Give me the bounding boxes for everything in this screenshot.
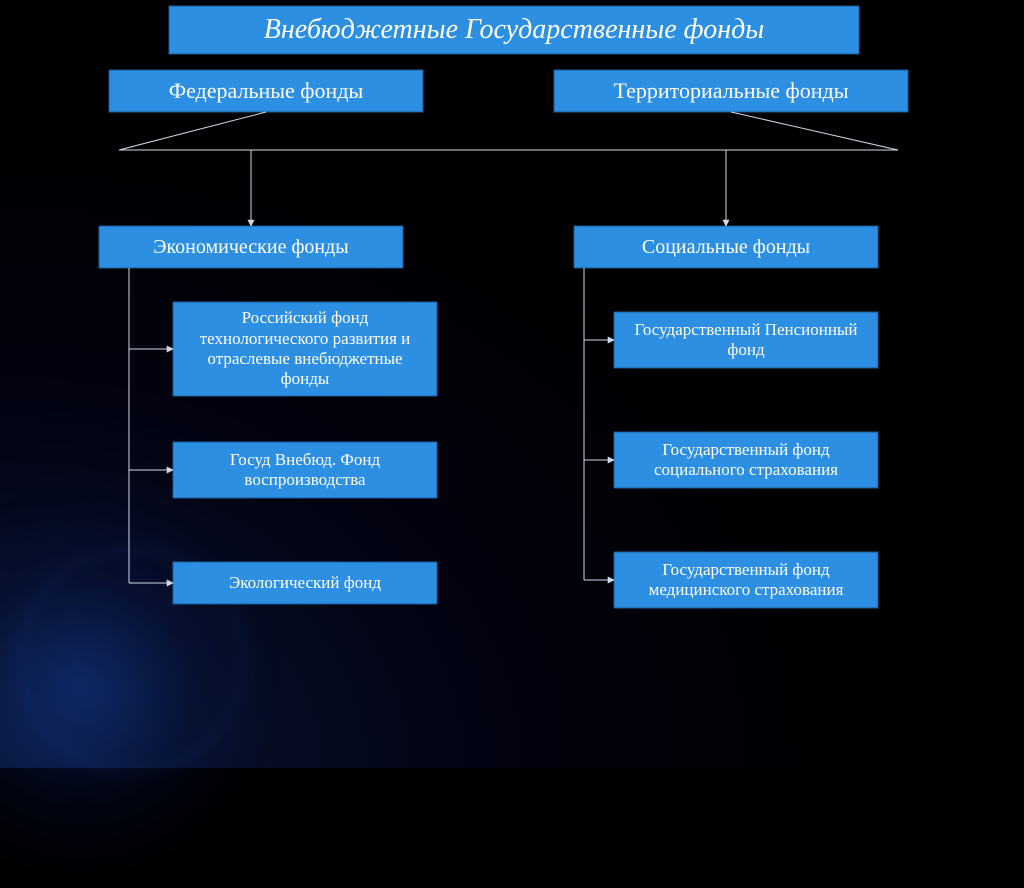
node-fed-label: Федеральные фонды (169, 78, 364, 104)
node-fed: Федеральные фонды (109, 70, 423, 112)
node-repro: Госуд Внебюд. Фонд воспроизводства (173, 442, 437, 498)
node-soc-label: Социальные фонды (642, 235, 810, 259)
node-medins: Государственный фонд медицинского страхо… (614, 552, 878, 608)
node-socins-label: Государственный фонд социального страхов… (624, 440, 868, 481)
node-tech-label: Российский фонд технологического развити… (183, 308, 427, 390)
node-pens: Государственный Пенсионный фонд (614, 312, 878, 368)
node-soc: Социальные фонды (574, 226, 878, 268)
node-econ-label: Экономические фонды (153, 235, 348, 259)
diagram-canvas (0, 0, 1024, 768)
node-root-label: Внебюджетные Государственные фонды (264, 13, 764, 47)
node-tech: Российский фонд технологического развити… (173, 302, 437, 396)
node-eco-label: Экологический фонд (229, 573, 381, 593)
node-medins-label: Государственный фонд медицинского страхо… (624, 560, 868, 601)
node-pens-label: Государственный Пенсионный фонд (624, 320, 868, 361)
node-repro-label: Госуд Внебюд. Фонд воспроизводства (183, 450, 427, 491)
node-terr: Территориальные фонды (554, 70, 908, 112)
node-eco: Экологический фонд (173, 562, 437, 604)
node-terr-label: Территориальные фонды (613, 78, 848, 104)
node-socins: Государственный фонд социального страхов… (614, 432, 878, 488)
node-econ: Экономические фонды (99, 226, 403, 268)
node-root: Внебюджетные Государственные фонды (169, 6, 859, 54)
